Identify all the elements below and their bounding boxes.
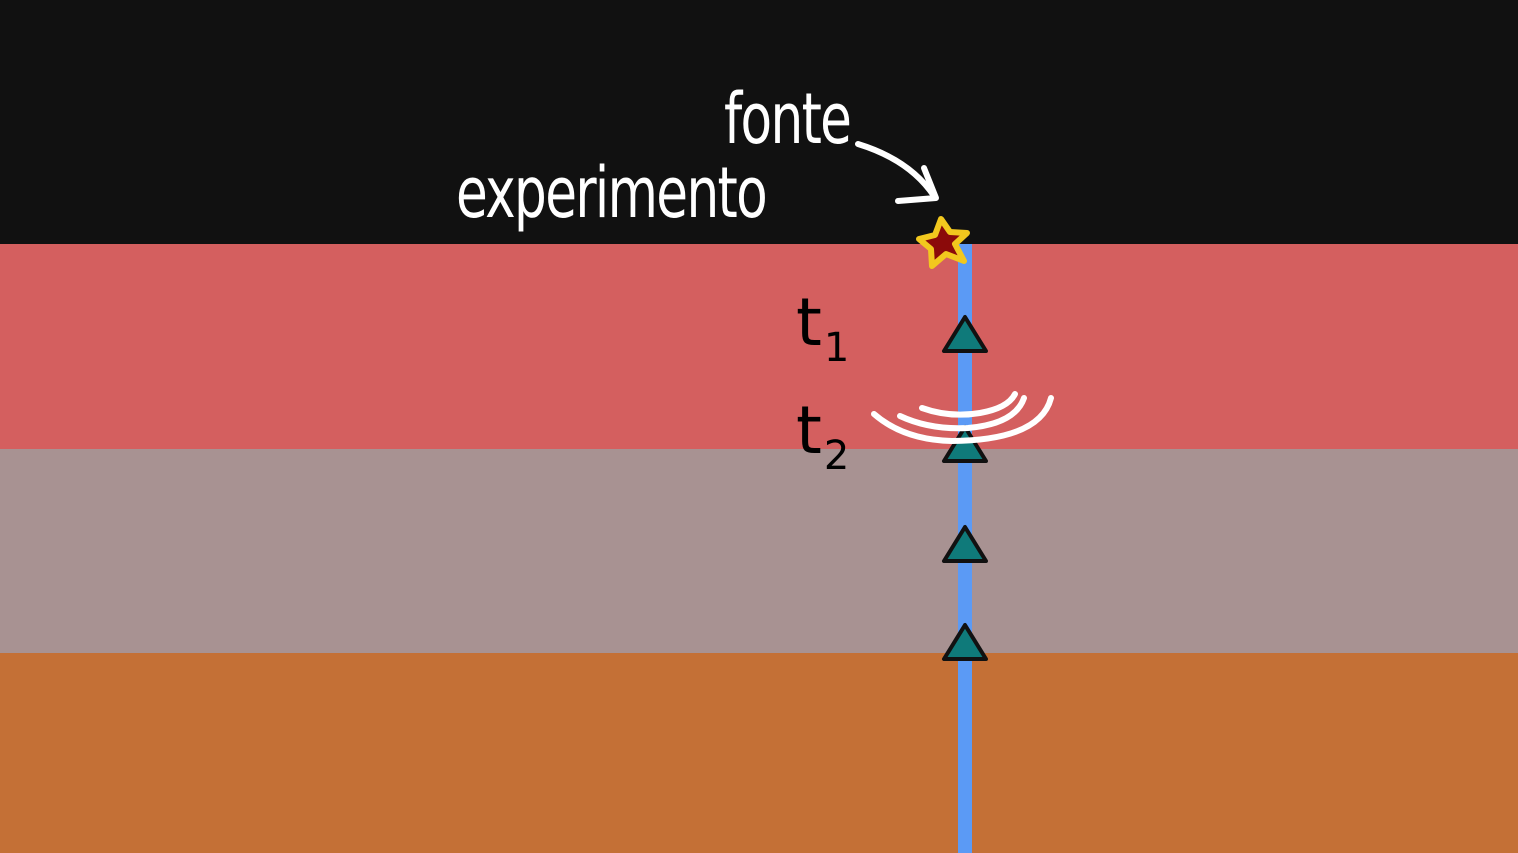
wave-arc-outer	[871, 395, 1054, 445]
source-star-icon	[916, 216, 970, 269]
receiver-group	[942, 315, 988, 661]
time-label-t2-subscript: 2	[823, 433, 850, 479]
wave-arc-middle	[897, 395, 1027, 432]
subsurface-layer-1	[0, 244, 1518, 449]
subsurface-layer-3	[0, 653, 1518, 853]
sky-layer	[0, 0, 1518, 244]
arrow-head	[895, 165, 939, 204]
subsurface-layer-2	[0, 449, 1518, 653]
curved-arrow-icon	[855, 141, 939, 204]
receiver-triangle-icon	[942, 315, 988, 353]
wavefront-arcs	[871, 391, 1054, 445]
receiver-triangle-icon	[942, 525, 988, 563]
time-label-t2: t2	[796, 398, 849, 477]
receiver-triangle-icon	[942, 623, 988, 661]
time-label-t1-base: t	[796, 284, 822, 361]
time-label-t2-base: t	[796, 392, 822, 469]
source-label: fonte	[724, 78, 852, 160]
time-label-t1-subscript: 1	[823, 325, 850, 371]
time-label-t1: t1	[796, 290, 849, 369]
experiment-label: experimento	[456, 152, 768, 234]
arrow-shaft	[855, 141, 937, 199]
receiver-triangle-icon	[942, 425, 988, 463]
wave-arc-inner	[919, 391, 1018, 418]
